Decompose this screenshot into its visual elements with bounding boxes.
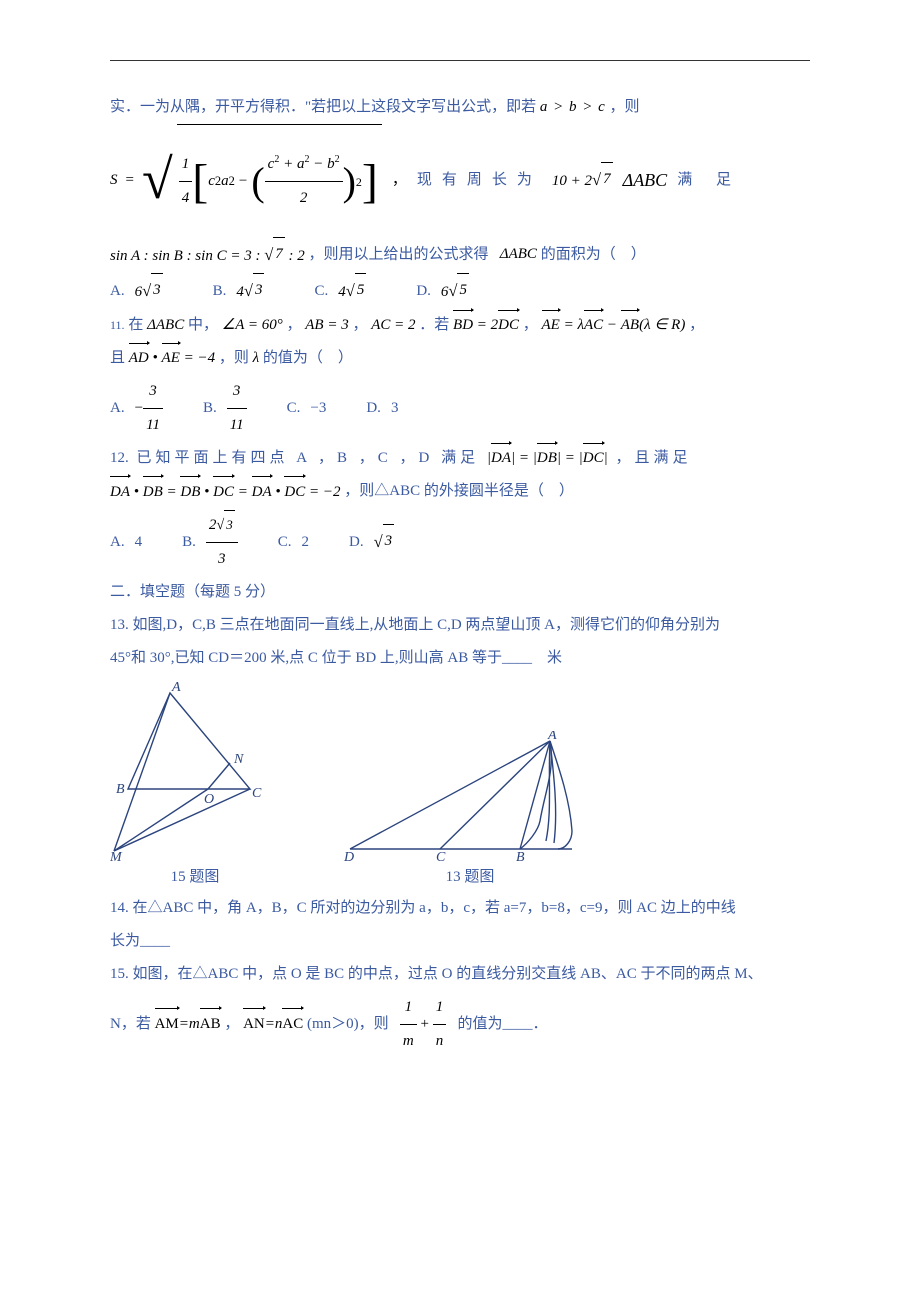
q12-pref: 已知平面上有四点 A ，B ，C ，D 满足 <box>137 450 480 466</box>
q13-ta: 如图,D，C,B 三点在地面同一直线上,从地面上 C,D 两点望山顶 A，测得它… <box>133 617 721 633</box>
q11-t1: ， <box>689 317 704 333</box>
q11-line2: 且 AD • AE = −4 ，则 λ 的值为（ ） <box>110 342 810 375</box>
q11-ae: AE = λAC − AB(λ ∈ R) <box>542 309 686 342</box>
q11-opt-b: B.311 <box>203 375 247 442</box>
q11-adae: AD • AE = −4 <box>129 342 215 375</box>
q15-line1: 15. 如图，在△ABC 中，点 O 是 BC 的中点，过点 O 的直线分别交直… <box>110 958 810 991</box>
intro-line-1: 实．一为从隅，开平方得积．"若把以上这段文字写出公式，即若 a > b > c … <box>110 91 810 124</box>
q12-eq1: |DA| = |DB| = |DC| <box>487 442 608 475</box>
intro-prefix: 实．一为从隅，开平方得积．"若把以上这段文字写出公式，即若 <box>110 99 540 115</box>
q15-line2: N，若 AM=mAB ， AN=nAC (mn＞0)，则 1m + 1n 的值为… <box>110 991 810 1058</box>
figure-13-caption: 13 题图 <box>340 865 600 886</box>
triangle-abc-1: ΔABC <box>623 161 668 201</box>
q10-opt-a: A.6√3 <box>110 273 163 309</box>
q12-num: 12. <box>110 450 129 466</box>
triangle-abc-2: ΔABC <box>500 238 537 271</box>
svg-text:O: O <box>204 792 214 807</box>
q11-ab: AB = 3 <box>305 309 348 342</box>
q11-num: 11. <box>110 318 125 332</box>
q12-options: A.4 B.2√33 C.2 D.√3 <box>110 509 810 576</box>
q12-mid: ，且满足 <box>615 450 691 466</box>
intro-formula-line: S= √ 14 [ c2a2 − ( c2 + a2 − b2 2 )2 ] ，… <box>110 124 810 237</box>
q12-line2: DA • DB = DB • DC = DA • DC = −2 ，则△ABC … <box>110 475 810 508</box>
svg-text:C: C <box>252 786 262 801</box>
q15-expr: 1m + 1n <box>400 991 446 1058</box>
q14-line2: 长为____ <box>110 925 810 958</box>
section-2-title: 二．填空题（每题 5 分） <box>110 576 810 609</box>
q15-tail: 的值为____． <box>457 1015 547 1031</box>
intro-suffix: ，则 <box>610 99 640 115</box>
svg-text:A: A <box>171 681 181 695</box>
q10-opt-d: D.6√5 <box>416 273 469 309</box>
q11-l2b: ，则 <box>219 350 249 366</box>
perimeter-prefix: 现有周长为 <box>417 164 542 197</box>
q11-c3: ， <box>523 317 538 333</box>
q11-opt-d: D.3 <box>366 375 398 442</box>
q10-opt-c: C.4√5 <box>314 273 366 309</box>
q11-line1: 11. 在 ΔABC 中， ∠A = 60° ， AB = 3 ， AC = 2… <box>110 309 810 342</box>
q11-opt-c: C.−3 <box>287 375 327 442</box>
q11-l2a: 且 <box>110 350 125 366</box>
svg-text:B: B <box>116 782 125 797</box>
q15-num: 15. <box>110 966 129 982</box>
q10-opt-b: B.4√3 <box>213 273 265 309</box>
svg-text:C: C <box>436 850 446 861</box>
q13-line2: 45°和 30°,已知 CD＝200 米,点 C 位于 BD 上,则山高 AB … <box>110 642 810 675</box>
ratio: sin A : sin B : sin C = 3 : √7 : 2 <box>110 237 305 273</box>
q10-options: A.6√3 B.4√3 C.4√5 D.6√5 <box>110 273 810 309</box>
q15-am: AM=mAB <box>155 1008 221 1041</box>
perimeter-value: 10 + 2√7 <box>552 162 613 198</box>
q12-opt-b: B.2√33 <box>182 509 238 576</box>
q15-c: ， <box>224 1015 239 1031</box>
svg-text:M: M <box>110 850 123 861</box>
q12-line1: 12. 已知平面上有四点 A ，B ，C ，D 满足 |DA| = |DB| =… <box>110 442 810 475</box>
q12-tail: ，则△ABC 的外接圆半径是（ ） <box>344 483 574 499</box>
q11-mid1: 中， <box>188 317 218 333</box>
q11-lambda: λ <box>253 342 260 375</box>
q14-ta: 在△ABC 中，角 A，B，C 所对的边分别为 a，b，c，若 a=7，b=8，… <box>133 900 736 916</box>
q11-opt-a: A.−311 <box>110 375 163 442</box>
q14-line1: 14. 在△ABC 中，角 A，B，C 所对的边分别为 a，b，c，若 a=7，… <box>110 892 810 925</box>
q11-dot1: ．若 <box>419 317 449 333</box>
intro-condition: a > b > c <box>540 91 606 124</box>
figure-13-svg: A D C B <box>340 731 600 861</box>
q11-ac: AC = 2 <box>371 309 415 342</box>
q13-line1: 13. 如图,D，C,B 三点在地面同一直线上,从地面上 C,D 两点望山顶 A… <box>110 609 810 642</box>
q13-num: 13. <box>110 617 129 633</box>
svg-text:N: N <box>233 752 244 767</box>
intro-ratio-line: sin A : sin B : sin C = 3 : √7 : 2 ，则用以上… <box>110 237 810 273</box>
heron-formula: S= √ 14 [ c2a2 − ( c2 + a2 − b2 2 )2 ] <box>110 124 382 237</box>
q11-l2c: 的值为（ ） <box>263 350 353 366</box>
top-rule <box>110 60 810 61</box>
figure-15-svg: A B C O N M <box>110 681 280 861</box>
page: 实．一为从隅，开平方得积．"若把以上这段文字写出公式，即若 a > b > c … <box>0 0 920 1098</box>
perimeter-suffix: 满 足 <box>677 164 741 197</box>
q11-angle: ∠A = 60° <box>222 309 283 342</box>
ratio-suffix: ，则用以上给出的公式求得 <box>309 246 489 262</box>
figure-15: A B C O N M 15 题图 <box>110 681 280 886</box>
q12-eq2: DA • DB = DB • DC = DA • DC = −2 <box>110 476 340 509</box>
q15-an: AN=nAC <box>243 1008 303 1041</box>
q11-tri: ΔABC <box>147 309 184 342</box>
q12-opt-a: A.4 <box>110 509 142 576</box>
q12-opt-c: C.2 <box>278 509 309 576</box>
q11-bd: BD = 2DC <box>453 309 519 342</box>
q14-num: 14. <box>110 900 129 916</box>
q11-pref: 在 <box>128 317 143 333</box>
q12-opt-d: D.√3 <box>349 509 394 576</box>
ratio-tail: 的面积为（ ） <box>541 246 646 262</box>
q15-ta: 如图，在△ABC 中，点 O 是 BC 的中点，过点 O 的直线分别交直线 AB… <box>133 966 763 982</box>
figure-15-caption: 15 题图 <box>110 865 280 886</box>
q11-options: A.−311 B.311 C.−3 D.3 <box>110 375 810 442</box>
q11-c1: ， <box>286 317 301 333</box>
figure-13: A D C B 13 题图 <box>340 731 600 886</box>
svg-text:B: B <box>516 850 525 861</box>
q15-cond: (mn＞0)，则 <box>307 1015 389 1031</box>
figure-row: A B C O N M 15 题图 <box>110 681 810 886</box>
svg-text:D: D <box>343 850 354 861</box>
svg-text:A: A <box>547 731 557 743</box>
q15-pref: N，若 <box>110 1015 151 1031</box>
intro-comma: ， <box>392 164 407 197</box>
q11-c2: ， <box>352 317 367 333</box>
